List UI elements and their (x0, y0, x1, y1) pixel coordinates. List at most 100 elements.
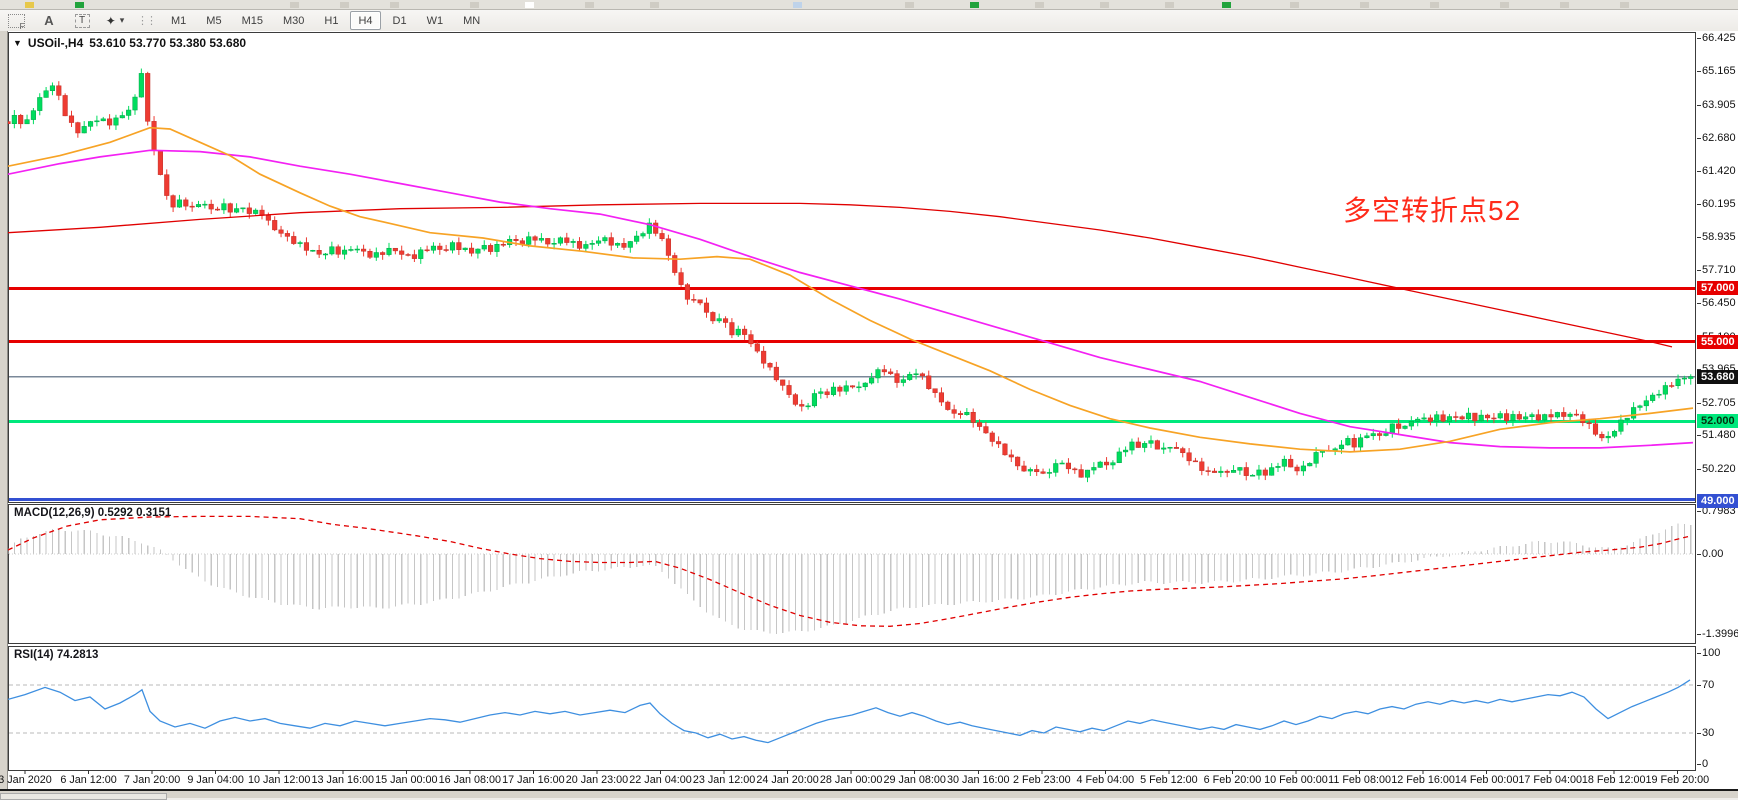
timeframe-button-MN[interactable]: MN (463, 14, 481, 27)
toolbar-remnant-chip (390, 2, 399, 8)
chart-plot-area[interactable] (8, 31, 1696, 789)
toolbar-remnant-chip (525, 2, 534, 8)
price-tick-label: 61.420 (1697, 165, 1736, 177)
toolbar-remnant-chip (1430, 2, 1439, 8)
shapes-tool-button[interactable]: ✦ ▾ (104, 11, 126, 30)
time-tick-label: 7 Jan 20:00 (123, 774, 181, 786)
price-badge-55.000: 55.000 (1697, 334, 1738, 349)
symbol-title-row[interactable]: ▼ USOil-,H4 53.610 53.770 53.380 53.680 (13, 36, 246, 50)
price-badge-57.000: 57.000 (1697, 281, 1738, 296)
time-tick-label: 4 Feb 04:00 (1076, 774, 1135, 786)
toolbar-remnant-chip (1222, 2, 1231, 8)
rsi-tick-label: 100 (1696, 647, 1721, 659)
window-left-border (0, 31, 8, 796)
price-badge-49.000: 49.000 (1697, 494, 1738, 509)
time-tick-label: 6 Feb 20:00 (1203, 774, 1262, 786)
chart-annotation-text: 多空转折点52 (1343, 195, 1522, 226)
price-tick-label: 62.680 (1697, 131, 1736, 144)
time-tick-label: 17 Jan 16:00 (502, 774, 565, 786)
toolbar-remnant-chip (340, 2, 349, 8)
toolbar-remnant-chip (1290, 2, 1299, 8)
time-tick-label: 28 Jan 00:00 (819, 774, 883, 786)
time-tick-label: 12 Feb 16:00 (1391, 774, 1455, 786)
time-tick-label: 14 Feb 00:00 (1454, 774, 1519, 786)
time-tick-label: 22 Jan 04:00 (629, 774, 692, 786)
price-axis[interactable]: 66.425 65.165 63.905 62.680 61.420 60.195 58.9… (1696, 31, 1738, 789)
price-tick-label: 60.195 (1697, 197, 1736, 210)
grid-tool-button[interactable]: F (5, 11, 27, 31)
toolbar-remnant-chip (585, 2, 594, 8)
price-tick-label: 58.935 (1697, 231, 1736, 244)
chart-canvas[interactable]: ▼ USOil-,H4 53.610 53.770 53.380 53.680 … (0, 31, 1738, 789)
time-tick-label: 16 Jan 08:00 (438, 774, 502, 786)
time-tick-label: 19 Feb 20:00 (1645, 774, 1710, 786)
toolbar-remnant-chip (75, 2, 84, 8)
timeframe-button-M1[interactable]: M1 (171, 14, 187, 27)
time-tick-label: 17 Feb 04:00 (1518, 774, 1582, 786)
price-tick-label: 51.480 (1697, 429, 1736, 442)
timeframe-button-M5[interactable]: M5 (206, 14, 222, 27)
toolbar-remnant-chip (1100, 2, 1109, 8)
window-bottom-bar (0, 789, 1738, 800)
toolbar-remnant-chip (470, 2, 479, 8)
grid-icon: F (7, 13, 25, 31)
macd-indicator-label: MACD(12,26,9) 0.5292 0.3151 (14, 507, 172, 519)
timeframe-button-D1[interactable]: D1 (392, 14, 407, 27)
toolbar-remnant-chip (1035, 2, 1044, 8)
time-tick-label: 9 Jan 04:00 (187, 774, 244, 786)
timeframe-button-H1[interactable]: H1 (324, 14, 339, 27)
time-tick-label: 10 Feb 00:00 (1264, 774, 1328, 786)
time-tick-label: 29 Jan 08:00 (883, 774, 946, 786)
ohlc-values: 53.610 53.770 53.380 53.680 (89, 36, 247, 50)
timeframe-button-M30[interactable]: M30 (282, 14, 305, 27)
time-tick-label: 18 Feb 12:00 (1581, 774, 1646, 786)
text-tool-button[interactable]: A (38, 11, 60, 30)
price-tick-label: 50.220 (1697, 462, 1736, 475)
time-tick-label: 10 Jan 12:00 (247, 774, 311, 786)
chevron-down-icon: ▼ (13, 38, 22, 48)
label-tool-button[interactable]: T (71, 11, 93, 30)
text-label-icon: T (74, 13, 90, 28)
toolbar-remnant-chip (1620, 2, 1629, 8)
rsi-tick-label: 30 (1696, 727, 1715, 739)
toolbar-remnant-chip (290, 2, 299, 8)
price-tick-label: 63.905 (1697, 98, 1736, 111)
toolbar-drag-handle[interactable]: ⋮⋮ (137, 15, 157, 27)
rsi-value: 74.2813 (56, 649, 99, 661)
macd-signal-value: 0.3151 (136, 507, 172, 519)
time-tick-label: 5 Feb 12:00 (1140, 774, 1198, 786)
toolbar-remnant-chip (650, 2, 659, 8)
rsi-tick-label: 70 (1696, 679, 1715, 691)
rsi-indicator-label: RSI(14) 74.2813 (14, 649, 99, 661)
time-tick-label: 2 Feb 23:00 (1012, 774, 1071, 786)
time-tick-label: 13 Jan 16:00 (311, 774, 374, 786)
main-toolbar: F A T ✦ ▾ ⋮⋮ M1 M5 M15 M30 H1 H4 D1 W1 MN (0, 10, 1738, 32)
time-tick-label: 30 Jan 16:00 (947, 774, 1010, 786)
price-badge-52.000: 52.000 (1697, 414, 1738, 429)
timeframe-button-H4[interactable]: H4 (350, 11, 381, 30)
toolbar-remnant-chip (1560, 2, 1569, 8)
timeframe-button-group: M1 M5 M15 M30 H1 H4 D1 W1 MN (161, 11, 490, 30)
timeframe-button-M15[interactable]: M15 (241, 14, 263, 27)
symbol-title: USOil-,H4 (27, 36, 84, 50)
price-tick-label: 52.705 (1697, 396, 1736, 409)
time-axis[interactable]: 3 Jan 2020 6 Jan 12:00 7 Jan 20:00 9 Jan 04… (0, 772, 1709, 789)
dropdown-caret-icon: ▾ (119, 15, 125, 25)
price-tick-label: 66.425 (1697, 32, 1736, 44)
macd-tick-label: -1.3996 (1696, 627, 1738, 640)
rsi-tick-label: 0 (1696, 758, 1709, 770)
macd-tick-label: 0.00 (1696, 548, 1724, 560)
timeframe-button-W1[interactable]: W1 (426, 14, 444, 27)
time-tick-label: 3 Jan 2020 (0, 774, 52, 786)
macd-main-value: 0.5292 (97, 507, 133, 519)
time-tick-label: 24 Jan 20:00 (756, 774, 819, 786)
time-tick-label: 11 Feb 08:00 (1328, 774, 1391, 786)
toolbar-remnant-chip (1360, 2, 1369, 8)
time-tick-label: 15 Jan 00:00 (375, 774, 438, 786)
top-toolbar-remnant (0, 0, 1738, 10)
time-tick-label: 6 Jan 12:00 (60, 774, 117, 786)
time-tick-label: 20 Jan 23:00 (565, 774, 629, 786)
toolbar-remnant-chip (793, 2, 802, 8)
horizontal-scrollbar[interactable] (0, 793, 167, 800)
price-badge-53.680: 53.680 (1697, 369, 1738, 384)
